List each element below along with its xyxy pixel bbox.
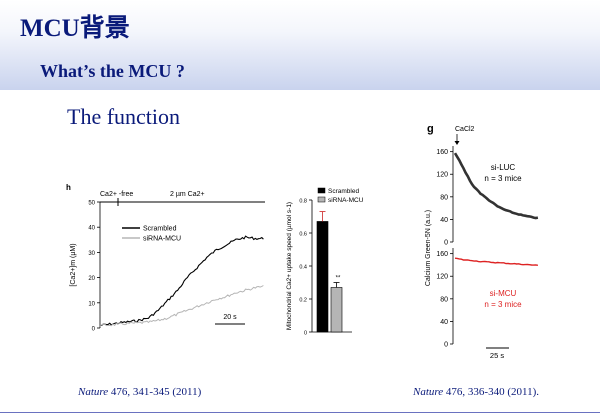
y-tick-label-bar: 0.2 bbox=[299, 298, 307, 304]
chart-g: g CaCl2 0 40 80 120 160 si-LUC n = 3 mice 0 40 80 12… bbox=[425, 123, 539, 360]
trace-label-si-mcu: si-MCU bbox=[490, 289, 517, 298]
chart-bar: 0 0.2 0.4 0.6 0.8 Mitochondrial Ca2+ uptake s… bbox=[286, 187, 364, 337]
y-tick-label-h: 40 bbox=[88, 226, 95, 232]
y-tick-label-bar: 0 bbox=[304, 331, 307, 337]
bar-sirna-mcu bbox=[330, 287, 343, 333]
citation-left-journal: Nature bbox=[78, 386, 109, 398]
slide-subtitle: What’s the MCU ? bbox=[40, 61, 185, 81]
annotation-cacl2: CaCl2 bbox=[455, 126, 475, 133]
trace-n-si-mcu: n = 3 mice bbox=[484, 300, 522, 309]
citation-left: Nature 476, 341-345 (2011) bbox=[78, 386, 201, 398]
y-tick-label-g: 160 bbox=[436, 149, 448, 156]
trace-scrambled bbox=[99, 235, 264, 327]
annotation-ca-added: 2 µm Ca2+ bbox=[170, 191, 205, 198]
y-tick-label-g: 0 bbox=[444, 240, 448, 247]
y-tick-label-bar: 0.6 bbox=[299, 232, 307, 238]
y-tick-label-g: 160 bbox=[436, 251, 448, 258]
panel-label-g: g bbox=[427, 123, 434, 135]
y-tick-label-bar: 0.8 bbox=[299, 199, 307, 205]
y-axis-title-bar: Mitochondrial Ca2+ uptake speed (µmol s-… bbox=[286, 202, 293, 330]
legend-label-h: siRNA-MCU bbox=[143, 236, 181, 243]
y-tick-label-h: 30 bbox=[88, 251, 95, 257]
slide-title: MCU背景 bbox=[20, 15, 130, 42]
header-band bbox=[0, 0, 600, 90]
legend-swatch-bar bbox=[317, 187, 326, 194]
y-tick-label-h: 0 bbox=[92, 327, 96, 333]
citation-right: Nature 476, 336-340 (2011). bbox=[413, 386, 539, 398]
annotation-ca-free: Ca2+ -free bbox=[100, 191, 133, 198]
trace-n-si-luc: n = 3 mice bbox=[484, 174, 522, 183]
section-heading: The function bbox=[67, 104, 181, 129]
legend-label-bar: Scrambled bbox=[328, 188, 359, 195]
y-tick-label-h: 50 bbox=[88, 201, 95, 207]
y-tick-label-g: 40 bbox=[440, 217, 448, 224]
panel-label-h: h bbox=[66, 183, 71, 192]
scale-bar-label-g: 25 s bbox=[490, 351, 504, 360]
y-tick-label-h: 20 bbox=[88, 276, 95, 282]
trace-label-si-luc: si-LUC bbox=[491, 163, 516, 172]
significance-label: ** bbox=[336, 276, 341, 282]
y-tick-label-g: 80 bbox=[440, 296, 448, 303]
y-tick-label-g: 80 bbox=[440, 194, 448, 201]
trace-sirna-mcu bbox=[99, 285, 264, 327]
legend-swatch-bar bbox=[317, 196, 326, 203]
trace-si-luc bbox=[453, 152, 539, 220]
citation-left-rest: 476, 341-345 (2011) bbox=[108, 386, 202, 398]
legend-label-bar: siRNA-MCU bbox=[328, 197, 364, 204]
legend-label-h: Scrambled bbox=[143, 226, 177, 233]
bar-scrambled bbox=[316, 221, 329, 333]
trace-si-mcu bbox=[454, 257, 539, 266]
citation-right-rest: 476, 336-340 (2011). bbox=[443, 386, 539, 398]
citation-right-journal: Nature bbox=[413, 386, 444, 398]
chart-h: h Ca2+ -free 2 µm Ca2+ 0 10 20 30 40 50 [Ca2+]m (… bbox=[66, 183, 265, 333]
y-tick-label-g: 0 bbox=[444, 342, 448, 349]
y-tick-label-bar: 0.4 bbox=[299, 265, 307, 271]
scale-bar-label-h: 20 s bbox=[223, 314, 237, 321]
y-tick-label-g: 120 bbox=[436, 172, 448, 179]
y-axis-title-g: Calcium Green-5N (a.u.) bbox=[425, 210, 432, 286]
y-tick-label-g: 40 bbox=[440, 319, 448, 326]
y-axis-title-h: [Ca2+]m (µM) bbox=[70, 243, 77, 286]
y-tick-label-h: 10 bbox=[88, 301, 95, 307]
y-tick-label-g: 120 bbox=[436, 274, 448, 281]
bottom-divider bbox=[0, 412, 600, 413]
cacl2-arrowhead bbox=[454, 141, 460, 145]
